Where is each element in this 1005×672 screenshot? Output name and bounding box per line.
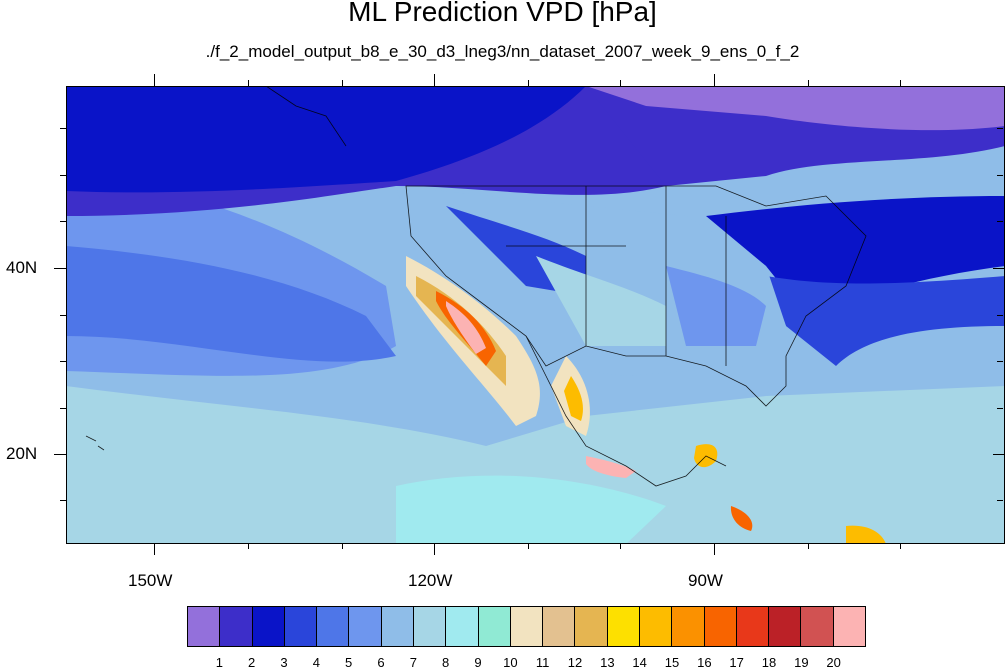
colorbar-swatch	[801, 607, 834, 646]
axis-tick	[60, 500, 66, 501]
colorbar-swatch	[736, 607, 770, 646]
colorbar-level-label: 4	[312, 655, 320, 670]
axis-tick	[808, 543, 809, 549]
colorbar-swatch	[478, 607, 511, 646]
colorbar-swatch	[575, 607, 608, 646]
colorbar-swatch	[769, 607, 802, 646]
colorbar-swatch	[188, 607, 221, 646]
colorbar-level-label: 12	[567, 655, 583, 670]
axis-tick	[714, 543, 715, 555]
axis-tick	[60, 361, 66, 362]
colorbar-level-label: 10	[503, 655, 518, 670]
axis-tick	[60, 128, 66, 129]
colorbar-level-label: 20	[826, 655, 841, 670]
axis-tick	[528, 80, 529, 86]
axis-tick	[54, 268, 66, 269]
colorbar-swatch	[252, 607, 285, 646]
colorbar-swatch	[381, 607, 414, 646]
colorbar-level-label: 17	[729, 655, 744, 670]
axis-tick	[60, 221, 66, 222]
axis-tick	[60, 315, 66, 316]
axis-tick	[154, 543, 155, 555]
colorbar-swatch	[317, 607, 350, 646]
colorbar-level-label: 16	[697, 655, 712, 670]
axis-tick	[620, 543, 621, 549]
lon-label-120w: 120W	[408, 571, 453, 590]
axis-tick	[342, 80, 343, 86]
colorbar-level-label: 14	[632, 655, 647, 670]
colorbar-level-label: 7	[409, 655, 417, 670]
axis-tick	[997, 128, 1003, 129]
axis-tick	[528, 543, 529, 549]
colorbar-swatch	[543, 607, 576, 646]
lat-label-20n: 20N	[6, 444, 38, 463]
axis-tick	[714, 74, 715, 86]
axis-tick	[434, 74, 435, 86]
axis-tick	[997, 500, 1003, 501]
axis-tick	[154, 74, 155, 86]
map-panel	[66, 86, 1005, 544]
axis-tick	[993, 454, 1005, 455]
axis-tick	[248, 80, 249, 86]
axis-tick	[620, 80, 621, 86]
lat-label-40n: 40N	[6, 258, 38, 277]
colorbar-swatch	[672, 607, 705, 646]
colorbar-level-label: 19	[794, 655, 809, 670]
axis-tick	[993, 268, 1005, 269]
axis-tick	[900, 80, 901, 86]
colorbar	[187, 606, 866, 647]
colorbar-level-label: 6	[377, 655, 385, 670]
axis-tick	[342, 543, 343, 549]
colorbar-level-label: 3	[280, 655, 288, 670]
colorbar-level-label: 1	[215, 655, 223, 670]
colorbar-level-label: 5	[345, 655, 353, 670]
axis-tick	[434, 543, 435, 555]
colorbar-swatch	[639, 607, 673, 646]
lon-label-90w: 90W	[688, 571, 723, 590]
axis-tick	[997, 221, 1003, 222]
colorbar-level-label: 11	[535, 655, 550, 670]
colorbar-swatch	[446, 607, 479, 646]
axis-tick	[997, 361, 1003, 362]
colorbar-labels: 1 2 3 4 5 6 7 8 9 10 11 12 13 14 15 16 17 18 19 20	[187, 655, 866, 671]
colorbar-level-label: 13	[600, 655, 615, 670]
vpd-contour-map	[66, 86, 1005, 544]
colorbar-swatch	[413, 607, 447, 646]
colorbar-level-label: 8	[442, 655, 450, 670]
colorbar-swatch	[833, 607, 865, 646]
colorbar-level-label: 9	[474, 655, 482, 670]
colorbar-swatch	[284, 607, 318, 646]
colorbar-level-label: 15	[664, 655, 680, 670]
axis-tick	[808, 80, 809, 86]
axis-tick	[60, 175, 66, 176]
colorbar-swatch	[607, 607, 640, 646]
colorbar-swatch	[510, 607, 544, 646]
colorbar-swatch	[220, 607, 253, 646]
colorbar-swatch	[349, 607, 382, 646]
axis-tick	[997, 175, 1003, 176]
colorbar-swatch	[704, 607, 737, 646]
axis-tick	[997, 315, 1003, 316]
axis-tick	[900, 543, 901, 549]
map-subtitle: ./f_2_model_output_b8_e_30_d3_lneg3/nn_d…	[205, 42, 800, 61]
axis-tick	[248, 543, 249, 549]
map-title: ML Prediction VPD [hPa]	[348, 0, 657, 27]
axis-tick	[997, 408, 1003, 409]
axis-tick	[60, 408, 66, 409]
colorbar-level-label: 2	[248, 655, 256, 670]
colorbar-level-label: 18	[761, 655, 777, 670]
axis-tick	[54, 454, 66, 455]
lon-label-150w: 150W	[128, 571, 173, 590]
